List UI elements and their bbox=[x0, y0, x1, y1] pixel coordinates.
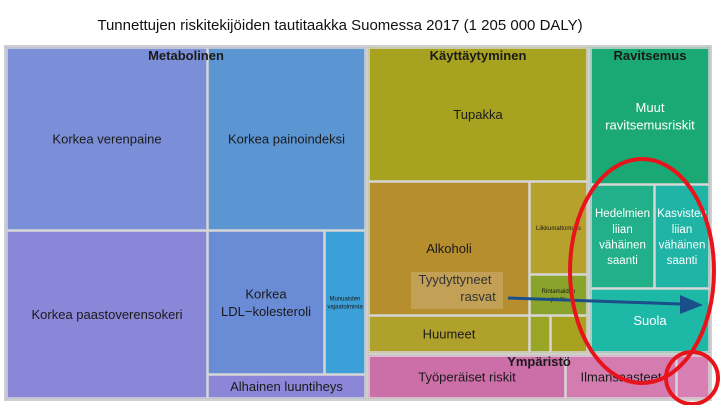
cell-label: Huumeet bbox=[423, 327, 476, 342]
cell-label: Suola bbox=[633, 313, 667, 328]
treemap-cell bbox=[207, 374, 366, 399]
treemap-cell bbox=[368, 181, 530, 316]
treemap-cell bbox=[324, 230, 366, 375]
cell-label: Liikkumattomuus bbox=[536, 226, 581, 232]
treemap-cell bbox=[6, 47, 208, 231]
cell-label: Korkea LDL−kolesteroli bbox=[221, 286, 311, 319]
treemap-cell bbox=[207, 47, 366, 231]
highlight-ellipse bbox=[568, 157, 716, 385]
cell-label: Työperäiset riskit bbox=[418, 370, 516, 385]
annotation-arrowhead bbox=[680, 295, 703, 314]
cell-label: Muut ravitsemusriskit bbox=[605, 100, 695, 133]
treemap-cell bbox=[529, 274, 588, 316]
cell-label: Hedelmien liian vähäinen saanti bbox=[595, 208, 650, 267]
cell-label: Munuaisten vajaatoiminta bbox=[327, 297, 363, 311]
cell-label: Korkea verenpaine bbox=[52, 132, 161, 147]
treemap-cell bbox=[6, 230, 208, 399]
cell-label: Tupakka bbox=[453, 107, 503, 122]
annotation-arrow-line bbox=[507, 296, 681, 306]
treemap-cell bbox=[590, 184, 655, 289]
treemap-cell bbox=[529, 315, 551, 353]
chart-title: Tunnettujen riskitekijöiden tautitaakka … bbox=[97, 17, 583, 34]
cell-label: Korkea paastoverensokeri bbox=[31, 307, 182, 322]
treemap-cell bbox=[368, 315, 530, 353]
annotation-box bbox=[411, 272, 503, 309]
treemap-cell bbox=[590, 47, 710, 185]
treemap-cell bbox=[529, 181, 588, 275]
treemap-cell bbox=[207, 230, 325, 375]
highlight-ellipse bbox=[664, 350, 720, 405]
group-title: Ympäristö bbox=[507, 354, 571, 369]
cell-label: Alhainen luuntiheys bbox=[230, 379, 343, 394]
treemap-cell bbox=[676, 355, 710, 399]
treemap-cell bbox=[654, 184, 710, 289]
cell-label: Kasvisten liian vähäinen saanti bbox=[657, 208, 707, 267]
group-title: Käyttäytyminen bbox=[430, 48, 527, 63]
group-title: Metabolinen bbox=[148, 48, 224, 63]
cell-label: Korkea painoindeksi bbox=[228, 132, 345, 147]
cell-label: Alkoholi bbox=[426, 241, 472, 256]
treemap-cell bbox=[368, 355, 566, 399]
group-title: Ravitsemus bbox=[614, 48, 687, 63]
treemap-cell bbox=[368, 47, 588, 182]
annotation-label: Tyydyttyneet rasvat bbox=[419, 272, 497, 304]
